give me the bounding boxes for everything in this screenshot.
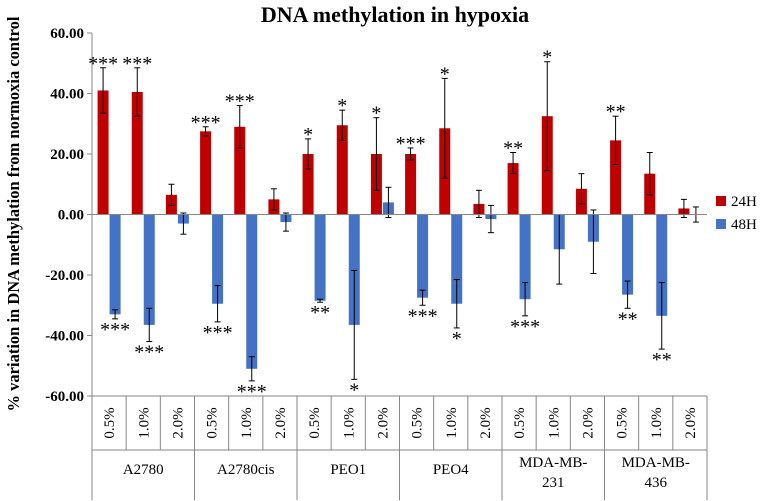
significance-mark: * [452,328,462,350]
significance-mark: * [440,63,450,85]
bar-24h [97,90,109,215]
category-label: 1.0% [136,407,152,438]
significance-mark: *** [134,342,164,364]
y-tick-label: 60.00 [50,26,84,42]
category-label: 0.5% [102,407,118,438]
significance-mark: *** [203,322,233,344]
bar-48h [417,214,429,298]
bar-24h [302,154,314,215]
significance-mark: * [303,124,313,146]
significance-mark: * [542,47,552,69]
bar-48h [109,214,121,315]
category-label: 1.0% [444,407,460,438]
group-label: A2780 [123,462,164,478]
legend-swatch-48h [716,219,726,229]
group-label: 231 [542,475,565,491]
significance-mark: ** [310,302,330,324]
category-label: 0.5% [205,407,221,438]
plot-area: 60.0040.0020.000.00-20.00-40.00-60.00***… [45,26,708,500]
significance-mark: ** [503,137,523,159]
bar-24h [200,131,212,215]
significance-mark: ** [652,349,672,371]
group-label: A2780cis [217,462,275,478]
legend-swatch-24h [716,196,726,206]
category-label: 2.0% [273,407,289,438]
bar-24h [234,126,246,215]
bar-48h [143,214,155,325]
category-label: 0.5% [615,407,631,438]
category-label: 1.0% [239,407,255,438]
significance-mark: ** [618,308,638,330]
significance-mark: * [371,103,381,125]
category-label: 1.0% [546,407,562,438]
significance-mark: *** [510,316,540,338]
bar-48h [314,214,326,301]
bar-24h [507,163,519,215]
bar-24h [405,154,417,215]
category-label: 2.0% [683,407,699,438]
bar-48h [519,214,531,300]
bar-24h [131,91,143,215]
y-tick-label: -40.00 [45,329,84,345]
category-label: 0.5% [512,407,528,438]
significance-mark: *** [237,381,267,403]
bar-24h [610,140,622,215]
significance-mark: *** [191,112,221,134]
category-label: 1.0% [649,407,665,438]
significance-mark: *** [225,91,255,113]
significance-mark: ** [606,101,626,123]
bar-48h [348,214,360,325]
significance-mark: *** [396,133,426,155]
category-label: 2.0% [170,407,186,438]
category-label: 2.0% [580,407,596,438]
group-label: 436 [645,475,668,491]
bar-48h [656,214,668,316]
group-label: MDA-MB- [622,455,690,471]
category-label: 0.5% [307,407,323,438]
y-tick-label: 40.00 [50,87,84,103]
significance-mark: * [349,379,359,401]
y-tick-label: 20.00 [50,147,84,163]
bar-48h [212,214,224,304]
significance-mark: *** [100,319,130,341]
y-axis-label: % variation in DNA methylation from norm… [4,16,23,411]
group-label: PEO1 [330,462,366,478]
group-label: PEO4 [433,462,469,478]
category-label: 0.5% [410,407,426,438]
significance-mark: * [337,95,347,117]
bar-48h [246,214,258,369]
category-label: 2.0% [478,407,494,438]
category-label: 2.0% [375,407,391,438]
y-tick-label: 0.00 [58,208,84,224]
significance-mark: *** [122,53,152,75]
y-tick-label: -60.00 [45,389,84,405]
group-label: MDA-MB- [519,455,587,471]
category-label: 1.0% [341,407,357,438]
chart-title: DNA methylation in hypoxia [261,2,529,27]
bar-24h [336,125,348,215]
y-tick-label: -20.00 [45,268,84,284]
bar-48h [451,214,463,304]
bar-48h [622,214,634,295]
significance-mark: *** [408,305,438,327]
legend-label-48h: 48H [731,217,757,233]
legend-label-24h: 24H [731,194,757,210]
significance-mark: *** [88,53,118,75]
